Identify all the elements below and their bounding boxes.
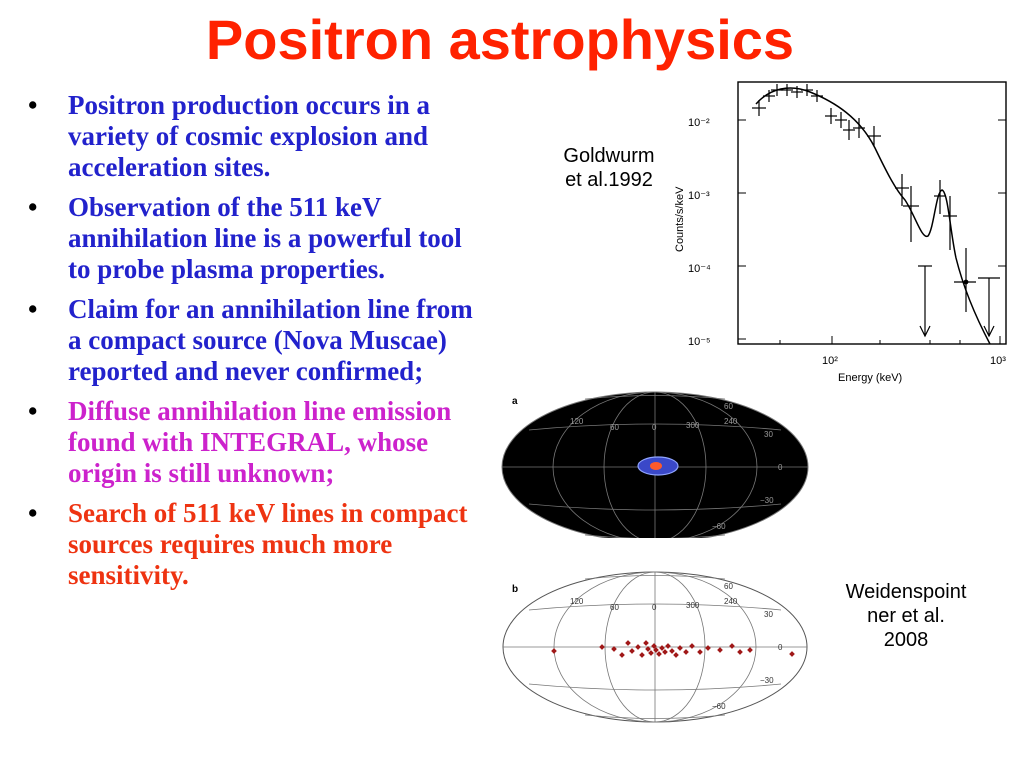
caption-line: et al.1992 <box>565 169 653 191</box>
map-b-lon-label: 300 <box>686 601 700 610</box>
spectrum-y-axis-label: Counts/s/keV <box>674 186 686 252</box>
sky-map-b: b <box>502 571 808 723</box>
bullet-dot: • <box>28 498 38 528</box>
map-a-lat-label: −30 <box>760 496 774 505</box>
bullet-dot: • <box>28 90 38 120</box>
caption-weidenspointner: Weidenspoint ner et al. 2008 <box>826 580 986 652</box>
bullet-text: Search of 511 keV lines in compact sourc… <box>68 498 468 590</box>
spectrum-xtick-label: 10² <box>822 355 838 367</box>
page-title: Positron astrophysics <box>205 8 795 71</box>
spectrum-ytick-label: 10⁻² <box>688 117 710 129</box>
spectrum-model-curve <box>755 87 991 345</box>
map-a-lon-label: 60 <box>610 423 619 432</box>
bullet-dot: • <box>28 396 38 426</box>
bullet-list: • Positron production occurs in a variety… <box>28 90 490 600</box>
map-a-lat-label: −60 <box>712 522 726 531</box>
caption-line: Goldwurm <box>563 145 655 167</box>
spectrum-ytick-label: 10⁻³ <box>688 190 710 202</box>
map-b-lon-label: 120 <box>570 597 584 606</box>
spectrum-x-axis-label: Energy (keV) <box>838 372 902 384</box>
sky-map-a: a 120 60 0 300 240 60 30 0 −30 −60 <box>501 391 809 538</box>
map-b-lat-label: 0 <box>778 643 783 652</box>
map-b-lat-label: −30 <box>760 676 774 685</box>
map-b-lat-label: 30 <box>764 610 773 619</box>
map-b-lon-label: 0 <box>652 603 657 612</box>
map-b-lon-label: 60 <box>610 603 619 612</box>
spectrum-ytick-label: 10⁻⁴ <box>688 263 711 275</box>
map-a-lat-label: 0 <box>778 463 783 472</box>
bullet-text: Diffuse annihilation line emission found… <box>68 396 452 488</box>
bullet-item: • Observation of the 511 keV annihilation… <box>28 192 490 285</box>
map-a-lat-label: 60 <box>724 402 733 411</box>
caption-line: 2008 <box>883 629 929 651</box>
spectrum-xtick-label: 10³ <box>990 355 1006 367</box>
bullet-item: • Diffuse annihilation line emission foun… <box>28 396 490 489</box>
bullet-text: Positron production occurs in a variety … <box>68 90 431 182</box>
map-b-sources <box>551 640 795 658</box>
map-label-b: b <box>512 584 518 595</box>
caption-line: ner et al. <box>867 605 945 627</box>
bullet-item: • Claim for an annihilation line from a c… <box>28 294 490 387</box>
spectrum-ytick-label: 10⁻⁵ <box>688 336 711 348</box>
bullet-dot: • <box>28 294 38 324</box>
bullet-text: Observation of the 511 keV annihilation … <box>68 192 462 284</box>
spectrum-figure: 10⁻² 10⁻³ 10⁻⁴ 10⁻⁵ 10² 10³ Energy (keV)… <box>674 81 1007 384</box>
map-a-lon-label: 300 <box>686 421 700 430</box>
caption-goldwurm: Goldwurm et al.1992 <box>544 144 674 192</box>
caption-line: Weidenspoint <box>845 581 967 603</box>
map-a-lon-label: 120 <box>570 417 584 426</box>
map-b-lat-label: −60 <box>712 702 726 711</box>
bullet-dot: • <box>28 192 38 222</box>
map-a-lon-label: 240 <box>724 417 738 426</box>
spectrum-frame <box>737 81 1007 345</box>
bullet-item: • Search of 511 keV lines in compact sour… <box>28 498 490 591</box>
bullet-item: • Positron production occurs in a variety… <box>28 90 490 183</box>
spectrum-data-points <box>752 84 1000 338</box>
map-label-a: a <box>512 396 518 407</box>
spectrum-y-ticks <box>738 119 1006 344</box>
map-b-lat-label: 60 <box>724 582 733 591</box>
bullet-text: Claim for an annihilation line from a co… <box>68 294 473 386</box>
map-b-lon-label: 240 <box>724 597 738 606</box>
map-a-lat-label: 30 <box>764 430 773 439</box>
map-a-core <box>650 462 662 470</box>
map-a-lon-label: 0 <box>652 423 657 432</box>
